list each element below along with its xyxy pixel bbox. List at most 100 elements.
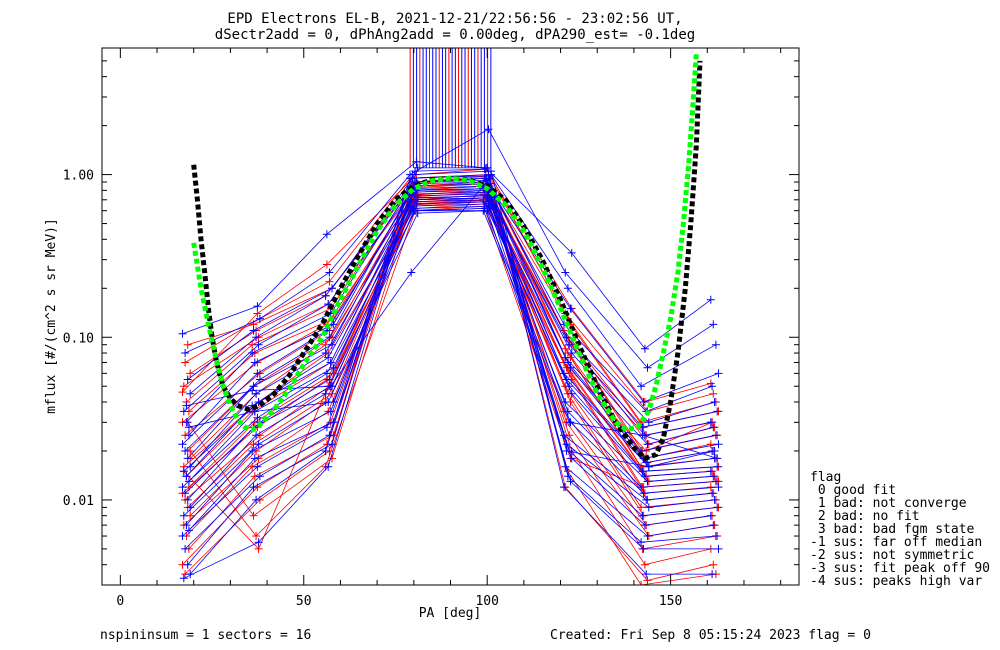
blue-point — [253, 413, 262, 422]
footer-left: nspininsum = 1 sectors = 16 — [100, 628, 311, 643]
blue-point — [254, 340, 263, 349]
blue-point — [183, 495, 192, 504]
blue-spectrum-line — [187, 191, 716, 459]
red-point — [183, 340, 192, 349]
blue-point — [711, 431, 720, 440]
blue-point — [186, 389, 195, 398]
blue-point — [637, 382, 646, 391]
blue-point — [179, 407, 188, 416]
blue-point — [711, 340, 720, 349]
blue-point — [714, 544, 723, 553]
legend: flag 0 good fit 1 bad: not converge 2 ba… — [810, 470, 990, 589]
blue-point — [322, 423, 331, 432]
legend-item: 0 good fit — [810, 483, 896, 498]
blue-point — [183, 560, 192, 569]
blue-point — [325, 268, 334, 277]
blue-point — [178, 483, 187, 492]
blue-spectrum-line — [186, 197, 715, 526]
blue-point — [321, 349, 330, 357]
red-point — [186, 369, 195, 378]
blue-point — [644, 462, 653, 471]
blue-point — [708, 382, 717, 391]
blue-point — [181, 489, 190, 498]
legend-item: 2 bad: no fit — [810, 509, 920, 524]
blue-spectrum-line — [188, 188, 718, 531]
blue-point — [483, 163, 492, 172]
blue-spectrum-line — [184, 128, 714, 369]
blue-point — [563, 407, 572, 416]
blue-spectrum-line — [188, 199, 718, 482]
x-tick-label: 0 — [116, 594, 124, 609]
red-point — [709, 389, 718, 398]
x-tick-label: 100 — [475, 594, 498, 609]
red-point — [179, 382, 188, 391]
legend-item: -2 sus: not symmetric — [810, 548, 974, 563]
blue-spectrum-line — [182, 161, 712, 350]
blue-point — [255, 314, 264, 323]
axis-layer: 0 50 100 150 0.01 0.10 1.00 — [63, 47, 799, 609]
blue-point — [642, 495, 651, 504]
blue-point — [181, 349, 190, 357]
red-spectrum-line — [188, 181, 718, 550]
blue-spectrum-line — [186, 183, 715, 423]
red-point — [637, 581, 646, 585]
blue-point — [485, 174, 494, 183]
blue-point — [708, 570, 717, 579]
blue-point — [182, 401, 191, 410]
red-spectrum-line — [186, 183, 715, 445]
blue-point — [637, 538, 646, 547]
red-spectrum-line — [182, 177, 711, 566]
blue-point — [328, 284, 336, 293]
blue-spectrum-line — [183, 210, 713, 516]
blue-point — [252, 333, 261, 342]
blue-point — [183, 375, 192, 384]
blue-point — [413, 163, 422, 172]
red-point — [561, 344, 570, 353]
blue-point — [250, 454, 259, 463]
blue-point — [181, 447, 190, 455]
blue-point — [714, 483, 723, 492]
blue-point — [639, 544, 648, 553]
red-point — [252, 532, 261, 540]
x-tick-label: 150 — [659, 594, 682, 609]
blue-point — [254, 538, 263, 547]
legend-item: -3 sus: fit peak off 90 — [810, 561, 990, 576]
y-tick-label: 1.00 — [63, 169, 94, 184]
red-spectrum-line — [186, 185, 715, 537]
blue-spectrum-line — [188, 210, 718, 459]
blue-point — [706, 467, 715, 476]
blue-point — [709, 472, 718, 481]
blue-spectrum-line — [186, 197, 715, 477]
blue-point — [644, 503, 653, 512]
blue-point — [178, 329, 187, 338]
blue-point — [248, 349, 257, 357]
blue-point — [639, 398, 648, 406]
blue-point — [566, 477, 575, 486]
blue-point — [710, 447, 719, 455]
red-point — [709, 560, 718, 569]
chart-title-line2: dSectr2add = 0, dPhAng2add = 0.00deg, dP… — [215, 27, 695, 43]
blue-spectrum-line — [182, 180, 711, 537]
blue-point — [326, 358, 335, 367]
red-point — [249, 511, 258, 520]
footer-right: Created: Fri Sep 8 05:15:24 2023 flag = … — [550, 628, 871, 643]
blue-point — [179, 574, 188, 583]
blue-point — [252, 495, 261, 504]
legend-title: flag — [810, 470, 841, 485]
blue-point — [329, 398, 338, 406]
blue-point — [184, 423, 193, 432]
plot-area — [178, 48, 723, 585]
blue-point — [413, 193, 422, 202]
blue-point — [412, 199, 421, 208]
blue-point — [255, 375, 264, 384]
red-point — [178, 388, 187, 397]
blue-point — [562, 447, 571, 455]
blue-spectrum-line — [187, 170, 716, 565]
legend-item: 3 bad: bad fgm state — [810, 522, 975, 537]
x-axis-label: PA [deg] — [419, 606, 482, 621]
blue-point — [567, 454, 576, 463]
blue-point — [255, 472, 264, 481]
blue-point — [321, 447, 330, 455]
legend-item: -1 sus: far off median — [810, 535, 982, 550]
blue-point — [711, 477, 720, 486]
